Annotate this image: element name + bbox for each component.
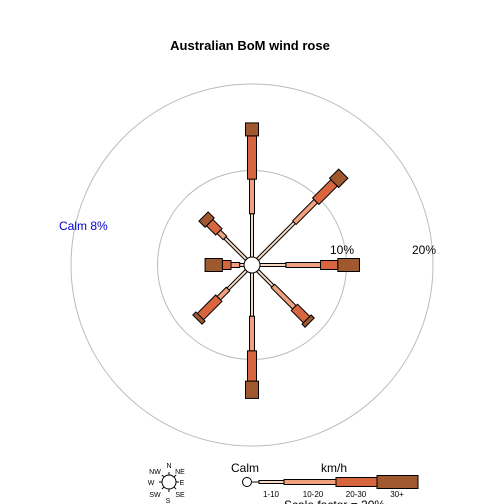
compass-nw: NW (149, 469, 161, 476)
petal-n (245, 122, 259, 258)
petal-se (255, 268, 315, 328)
petal-s-bin-2 (249, 315, 255, 352)
petals (192, 122, 360, 399)
compass-sw: SW (149, 492, 161, 499)
petal-n-bin-1 (250, 213, 254, 258)
petal-e-bin-3 (320, 260, 339, 270)
petal-nw (198, 211, 249, 262)
compass-w: W (148, 480, 155, 487)
calm-label: Calm 8% (59, 219, 108, 233)
ring-label-20: 20% (412, 243, 436, 257)
petal-se-bin-1 (255, 268, 275, 288)
petal-ne-bin-3 (311, 178, 339, 206)
compass-s: S (166, 498, 171, 504)
ring-20 (70, 83, 434, 447)
petal-w-bin-2 (230, 262, 241, 268)
compass-e: E (180, 480, 185, 487)
compass-n: N (166, 463, 171, 470)
petal-w-bin-3 (221, 260, 232, 270)
petal-n-bin-2 (249, 178, 255, 215)
compass-tick (161, 486, 165, 490)
petal-e-bin-1 (259, 263, 287, 267)
legend-scale-label: Scale factor = 20% (284, 498, 385, 504)
petal-s (245, 272, 259, 399)
petal-ne (255, 168, 349, 262)
petal-nw-bin-1 (223, 236, 249, 262)
petal-n-bin-3 (247, 135, 257, 180)
legend-bin-1: 1-10 (263, 490, 280, 499)
legend-bar-4 (376, 475, 419, 489)
petal-ne-bin-2 (291, 198, 319, 226)
legend-bar-3 (335, 477, 378, 487)
compass-circle (161, 474, 177, 490)
petal-w-bin-4 (204, 258, 223, 272)
petal-n-bin-4 (245, 122, 259, 137)
petal-ne-bin-1 (255, 220, 297, 262)
legend-bin-2: 10-20 (303, 490, 324, 499)
petal-se-bin-4 (301, 314, 315, 328)
petal-se-bin-2 (270, 283, 297, 310)
petal-s-bin-4 (245, 380, 259, 399)
legend-units-label: km/h (321, 461, 347, 475)
legend-bin-3: 20-30 (346, 490, 367, 499)
legend-bin-4: 30+ (390, 490, 404, 499)
legend-bar-1 (258, 480, 285, 484)
speed-legend: Calm km/h 1-10 10-20 20-30 30+ Scale fac… (231, 461, 419, 504)
legend-bar-2 (283, 479, 337, 485)
petal-ne-bin-4 (328, 168, 349, 189)
legend-calm-label: Calm (231, 461, 259, 475)
compass-tick (173, 486, 177, 490)
calm-circle (243, 256, 261, 274)
compass-se: SE (175, 492, 185, 499)
petal-e (259, 258, 360, 272)
compass-tick (173, 474, 177, 478)
petal-s-bin-3 (247, 350, 257, 382)
petal-sw-bin-1 (226, 268, 249, 291)
petal-sw-bin-4 (192, 311, 206, 325)
compass-tick (161, 474, 165, 478)
petal-s-bin-1 (250, 272, 254, 317)
petal-sw-bin-3 (196, 294, 223, 321)
petal-sw (192, 268, 249, 325)
petal-w-bin-1 (239, 263, 245, 267)
legend-calm-circle (242, 477, 252, 487)
petal-nw-bin-4 (198, 211, 215, 228)
compass-ne: NE (175, 469, 185, 476)
petal-e-bin-4 (337, 258, 360, 272)
petal-e-bin-2 (285, 262, 322, 268)
petal-w (204, 258, 245, 272)
ring-label-10: 10% (330, 243, 354, 257)
compass-legend: N NE E SE S SW W NW (148, 463, 185, 504)
chart-title: Australian BoM wind rose (170, 38, 330, 53)
